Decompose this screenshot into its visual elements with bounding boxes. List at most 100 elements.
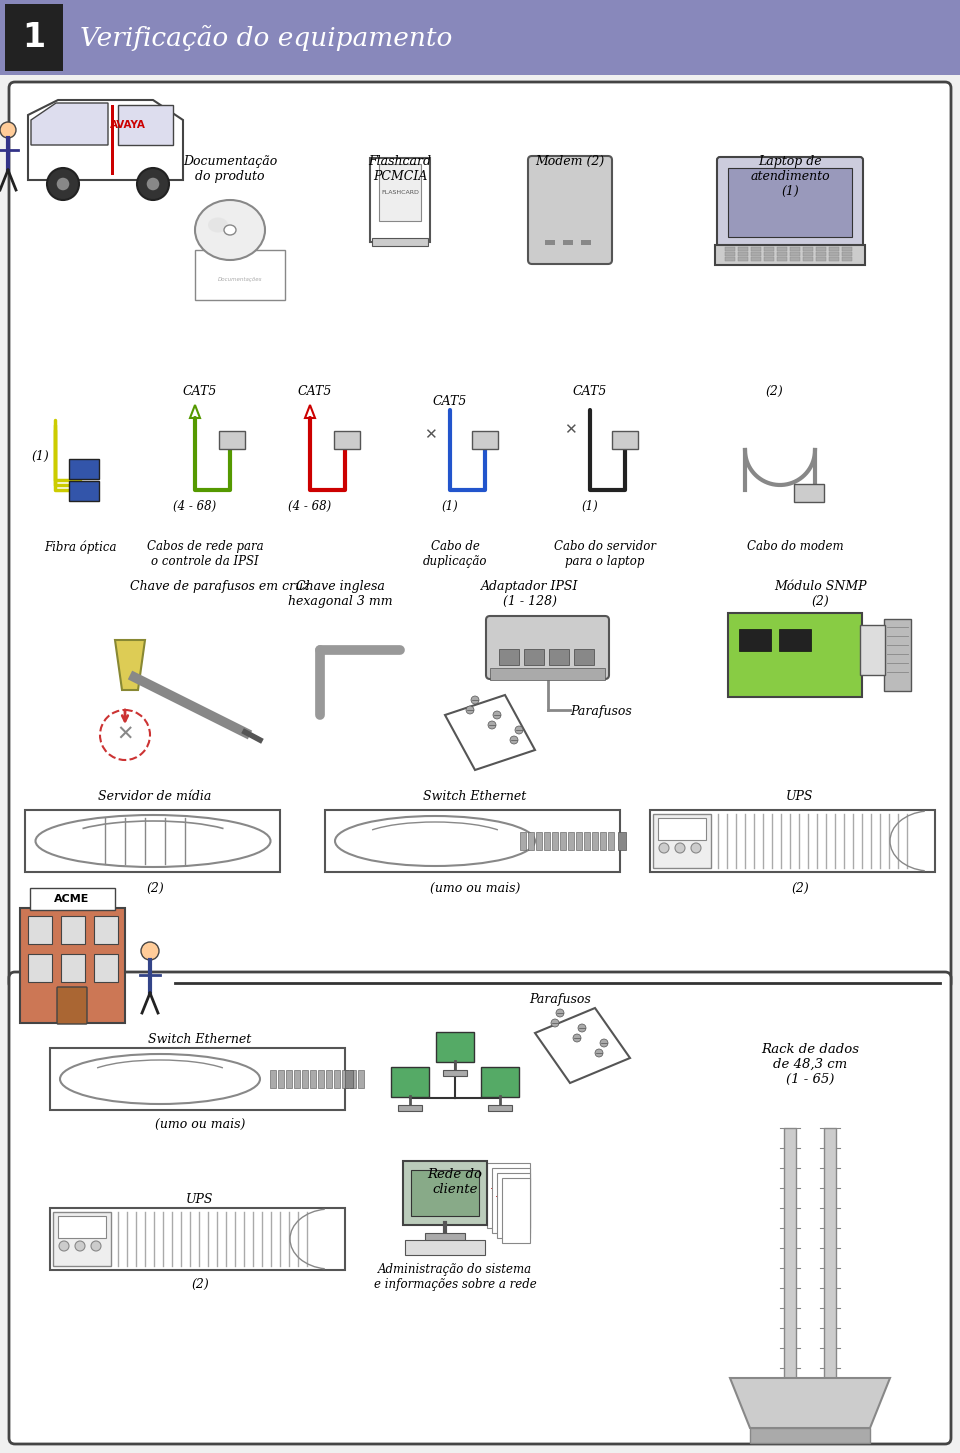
Text: Cabo do servidor
para o laptop: Cabo do servidor para o laptop (554, 541, 656, 568)
Bar (816, 257, 826, 262)
Text: CAT5: CAT5 (573, 385, 607, 398)
Text: Módulo SNMP
(2): Módulo SNMP (2) (774, 580, 866, 607)
Circle shape (137, 169, 169, 201)
Bar (842, 257, 852, 262)
Bar (618, 833, 626, 850)
FancyBboxPatch shape (94, 955, 118, 982)
Text: (2): (2) (765, 385, 782, 398)
Circle shape (466, 706, 474, 713)
Text: Flashcard
PCMCIA: Flashcard PCMCIA (369, 155, 431, 183)
FancyBboxPatch shape (57, 987, 87, 1024)
Text: FLASHCARD: FLASHCARD (381, 189, 419, 195)
Text: Documentações: Documentações (218, 278, 262, 282)
FancyBboxPatch shape (318, 1069, 324, 1088)
Text: 1: 1 (22, 20, 45, 54)
Bar (725, 251, 735, 256)
Bar (842, 247, 852, 251)
FancyBboxPatch shape (728, 613, 862, 697)
FancyBboxPatch shape (5, 4, 63, 71)
Bar (764, 251, 774, 256)
Bar (803, 257, 813, 262)
FancyBboxPatch shape (219, 432, 245, 449)
Bar (751, 257, 761, 262)
Bar (751, 247, 761, 251)
Polygon shape (730, 1377, 890, 1428)
FancyBboxPatch shape (549, 649, 569, 665)
FancyBboxPatch shape (481, 1067, 519, 1097)
Ellipse shape (36, 815, 271, 867)
Ellipse shape (60, 1053, 260, 1104)
Text: Parafusos: Parafusos (570, 705, 632, 718)
Circle shape (515, 726, 523, 734)
FancyBboxPatch shape (50, 1048, 345, 1110)
Polygon shape (492, 1168, 530, 1234)
FancyBboxPatch shape (567, 831, 574, 850)
Bar (829, 251, 839, 256)
FancyBboxPatch shape (728, 169, 852, 237)
Text: Servidor de mídia: Servidor de mídia (98, 790, 212, 804)
FancyBboxPatch shape (739, 629, 771, 651)
Text: Chave de parafusos em cruz: Chave de parafusos em cruz (130, 580, 310, 593)
Bar (345, 1069, 353, 1088)
Text: ✕: ✕ (564, 423, 576, 437)
Bar (829, 257, 839, 262)
Bar (545, 240, 555, 246)
FancyBboxPatch shape (543, 831, 550, 850)
FancyBboxPatch shape (436, 1032, 474, 1062)
Text: ✕: ✕ (423, 427, 437, 443)
Text: Adaptador IPSI
(1 - 128): Adaptador IPSI (1 - 128) (481, 580, 579, 607)
FancyBboxPatch shape (472, 432, 498, 449)
Polygon shape (750, 1428, 870, 1443)
Polygon shape (497, 1173, 530, 1238)
Bar (738, 251, 748, 256)
FancyBboxPatch shape (524, 649, 544, 665)
Bar (803, 251, 813, 256)
Text: Switch Ethernet: Switch Ethernet (149, 1033, 252, 1046)
FancyBboxPatch shape (30, 888, 115, 910)
Text: Switch Ethernet: Switch Ethernet (423, 790, 527, 804)
FancyBboxPatch shape (884, 619, 911, 692)
FancyBboxPatch shape (560, 831, 566, 850)
Bar (764, 247, 774, 251)
Bar (803, 247, 813, 251)
Polygon shape (824, 1128, 836, 1377)
Circle shape (595, 1049, 603, 1056)
FancyBboxPatch shape (403, 1161, 487, 1225)
Text: (2): (2) (791, 882, 809, 895)
Text: Cabo do modem: Cabo do modem (747, 541, 843, 554)
Bar (842, 251, 852, 256)
FancyBboxPatch shape (490, 668, 605, 680)
Text: CAT5: CAT5 (433, 395, 468, 408)
Text: UPS: UPS (786, 790, 814, 804)
Text: UPS: UPS (186, 1193, 214, 1206)
Text: (4 - 68): (4 - 68) (174, 500, 217, 513)
Bar (751, 251, 761, 256)
Circle shape (91, 1241, 101, 1251)
FancyBboxPatch shape (443, 1069, 467, 1077)
Circle shape (600, 1039, 608, 1048)
Text: Cabo de
duplicação: Cabo de duplicação (422, 541, 488, 568)
Bar (777, 251, 787, 256)
Text: Verificação do equipamento: Verificação do equipamento (80, 25, 452, 51)
Bar (581, 240, 591, 246)
FancyBboxPatch shape (118, 105, 173, 145)
Circle shape (59, 1241, 69, 1251)
FancyBboxPatch shape (301, 1069, 308, 1088)
FancyBboxPatch shape (653, 814, 711, 867)
Circle shape (659, 843, 669, 853)
Text: Fibra óptica: Fibra óptica (44, 541, 116, 554)
FancyBboxPatch shape (658, 818, 706, 840)
Circle shape (0, 122, 16, 138)
FancyBboxPatch shape (0, 0, 960, 76)
FancyBboxPatch shape (270, 1069, 276, 1088)
Circle shape (578, 1024, 586, 1032)
FancyBboxPatch shape (50, 1207, 345, 1270)
Polygon shape (487, 1162, 530, 1228)
Text: Cabos de rede para
o controle da IPSI: Cabos de rede para o controle da IPSI (147, 541, 263, 568)
Bar (725, 247, 735, 251)
Bar (738, 247, 748, 251)
FancyBboxPatch shape (405, 1239, 485, 1255)
FancyBboxPatch shape (574, 649, 594, 665)
Circle shape (141, 942, 159, 960)
Polygon shape (535, 1008, 630, 1082)
